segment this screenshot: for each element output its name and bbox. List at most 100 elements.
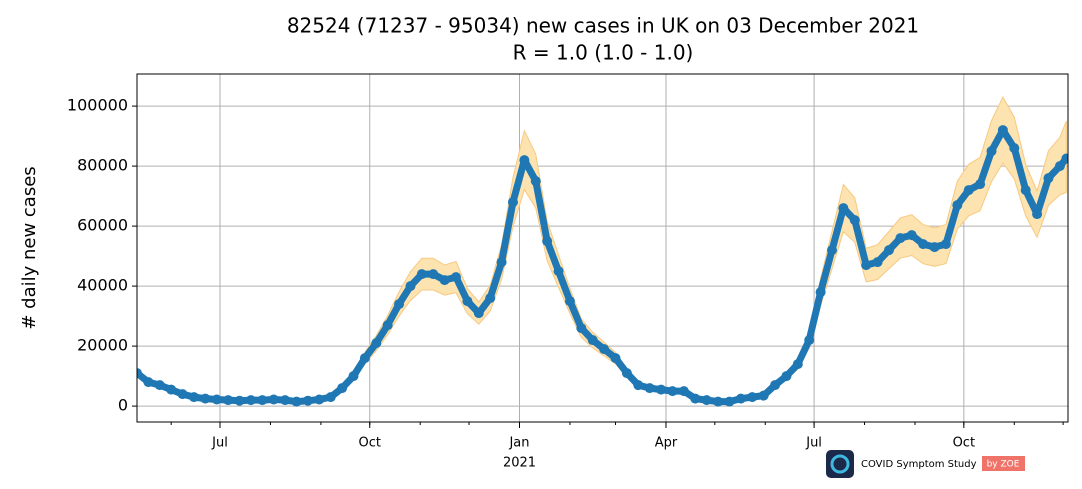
data-point [166, 384, 177, 395]
data-point [382, 320, 393, 331]
data-point [485, 293, 496, 304]
x-tick-label: Oct [953, 436, 975, 451]
x-tick-label: Jan [508, 436, 529, 451]
y-tick-label: 40000 [77, 276, 128, 295]
data-point [758, 390, 769, 401]
data-point [439, 275, 450, 286]
x-tick-label: Jul [805, 436, 822, 451]
data-point [200, 393, 211, 404]
data-point [792, 359, 803, 370]
data-point [314, 394, 325, 405]
data-point [462, 296, 473, 307]
data-point [918, 239, 929, 250]
data-point [849, 215, 860, 226]
data-point [986, 146, 997, 157]
data-point [997, 125, 1008, 136]
data-point [530, 176, 541, 187]
x-year-label: 2021 [503, 456, 536, 471]
data-point [804, 335, 815, 346]
confidence-band [137, 96, 1067, 403]
data-point [1009, 143, 1020, 154]
data-point [815, 287, 826, 298]
data-point [177, 389, 188, 400]
data-point [1054, 161, 1065, 172]
data-point [747, 392, 758, 403]
data-point [280, 395, 291, 406]
y-tick-label: 80000 [77, 156, 128, 175]
data-point [394, 299, 405, 310]
data-point [405, 281, 416, 292]
data-point [507, 197, 518, 208]
data-point [564, 296, 575, 307]
data-point [861, 260, 872, 271]
data-point [872, 257, 883, 268]
data-point [137, 368, 142, 379]
logo-icon [826, 450, 854, 478]
data-point [143, 377, 154, 388]
logo: COVID Symptom Study by ZOE [826, 450, 1025, 478]
data-point [211, 394, 222, 405]
x-tick-label: Apr [655, 436, 678, 451]
data-point [542, 236, 553, 247]
data-point [724, 396, 735, 407]
data-point [690, 393, 701, 404]
data-point [223, 395, 234, 406]
logo-badge [982, 456, 1025, 471]
data-point [428, 269, 439, 280]
data-point [154, 380, 165, 391]
data-point [929, 242, 940, 253]
data-point [291, 396, 302, 407]
data-point [587, 335, 598, 346]
logo-ring [830, 454, 850, 474]
data-point [359, 353, 370, 364]
y-axis-label: # daily new cases [19, 166, 40, 329]
data-point [906, 230, 917, 241]
data-point [473, 308, 484, 319]
data-point [644, 383, 655, 394]
data-point [781, 371, 792, 382]
data-point [633, 380, 644, 391]
y-tick-label: 20000 [77, 336, 128, 355]
data-point [1020, 185, 1031, 196]
data-point [348, 371, 359, 382]
data-point [451, 272, 462, 283]
data-point [1061, 153, 1068, 164]
data-point [302, 395, 313, 406]
chart-title: 82524 (71237 - 95034) new cases in UK on… [287, 14, 919, 38]
y-tick-label: 0 [118, 396, 128, 415]
data-point [713, 396, 724, 407]
data-point [245, 395, 256, 406]
data-point [599, 344, 610, 355]
series-line [137, 126, 1068, 406]
data-point [656, 384, 667, 395]
data-point [770, 380, 781, 391]
x-tick-label: Oct [359, 436, 381, 451]
data-point [895, 233, 906, 244]
data-point [678, 386, 689, 397]
data-point [1043, 173, 1054, 184]
data-point [371, 338, 382, 349]
plot-frame [136, 73, 1069, 423]
data-point [975, 179, 986, 190]
data-point [963, 185, 974, 196]
chart-subtitle: R = 1.0 (1.0 - 1.0) [513, 41, 694, 65]
data-point [519, 155, 530, 166]
x-tick-label: Jul [211, 436, 228, 451]
data-point [268, 394, 279, 405]
data-point [621, 368, 632, 379]
data-point [1032, 209, 1043, 220]
data-point [940, 239, 951, 250]
data-point [234, 395, 245, 406]
data-point [838, 203, 849, 214]
data-point [325, 392, 336, 403]
data-point [257, 395, 268, 406]
data-point [416, 269, 427, 280]
y-tick-label: 60000 [77, 216, 128, 235]
data-point [667, 386, 678, 397]
data-point [610, 353, 621, 364]
data-point [576, 323, 587, 334]
data-point [952, 200, 963, 211]
data-point [496, 257, 507, 268]
logo-by: by ZOE [987, 460, 1020, 470]
